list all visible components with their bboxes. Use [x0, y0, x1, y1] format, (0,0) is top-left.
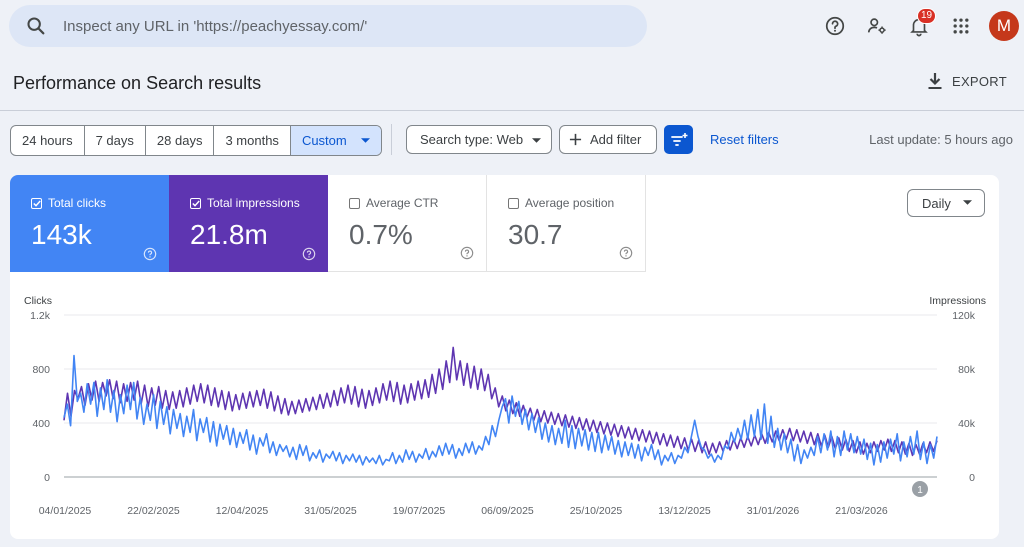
performance-chart: 0 0 400 40k 800 80k 1.2k 120k Clicks Impressions 0…	[24, 295, 986, 517]
header-divider	[0, 110, 1024, 111]
help-outline-icon[interactable]	[619, 246, 633, 260]
date-range-label: 28 days	[156, 133, 203, 148]
x-axis-tick-label: 31/01/2026	[747, 505, 800, 517]
notification-count-badge: 19	[917, 8, 937, 24]
account-avatar[interactable]: M	[989, 11, 1019, 41]
x-axis-tick-label: 13/12/2025	[658, 505, 711, 517]
metric-label: Average position	[525, 196, 615, 210]
date-range-7-days[interactable]: 7 days	[85, 126, 146, 155]
date-range-custom[interactable]: Custom	[290, 126, 381, 155]
x-axis-tick-label: 31/05/2025	[304, 505, 357, 517]
annotation-marker-label[interactable]: 1	[917, 485, 923, 496]
reset-filters-link[interactable]: Reset filters	[710, 132, 779, 147]
performance-card: Total clicks 143k Total impressions 21.8…	[10, 175, 999, 539]
filter-list-icon	[670, 132, 687, 146]
x-axis-tick-label: 21/03/2026	[835, 505, 888, 517]
right-axis-tick-label: 120k	[952, 310, 976, 322]
date-range-label: 3 months	[225, 133, 279, 148]
caret-down-icon	[360, 138, 370, 143]
export-label: EXPORT	[951, 73, 1007, 89]
metric-label-row: Average position	[508, 196, 614, 210]
series-line-clicks	[63, 354, 938, 466]
date-range-3-months[interactable]: 3 months	[214, 126, 291, 155]
right-axis-tick-label: 80k	[958, 364, 976, 376]
metric-value: 30.7	[508, 219, 563, 250]
help-outline-icon[interactable]	[302, 247, 316, 261]
metric-label-row: Total impressions	[190, 196, 300, 210]
caret-down-icon	[532, 138, 541, 143]
add-filter-button[interactable]: Add filter	[559, 125, 657, 154]
metric-total-impressions[interactable]: Total impressions 21.8m	[169, 175, 328, 272]
right-axis-tick-label: 0	[969, 472, 975, 484]
x-axis-tick-label: 06/09/2025	[481, 505, 534, 517]
plus-icon	[569, 133, 582, 146]
date-range-label: 7 days	[95, 133, 134, 148]
metric-average-position[interactable]: Average position 30.7	[487, 175, 646, 272]
metric-label: Total impressions	[207, 196, 300, 210]
search-bar[interactable]	[9, 5, 647, 47]
export-button[interactable]: EXPORT	[927, 72, 1007, 90]
right-axis-title: Impressions	[929, 295, 986, 307]
checkbox-checked-icon[interactable]	[31, 197, 42, 209]
header-actions: 19 M	[809, 8, 1019, 42]
metric-value: 0.7%	[349, 219, 413, 250]
date-range-28-days[interactable]: 28 days	[146, 126, 215, 155]
checkbox-unchecked-icon[interactable]	[349, 197, 360, 209]
search-type-label: Search type: Web	[420, 132, 524, 147]
last-update-text: Last update: 5 hours ago	[869, 132, 1013, 147]
help-outline-icon[interactable]	[143, 247, 157, 261]
metric-value: 21.8m	[190, 219, 268, 250]
x-axis-tick-label: 12/04/2025	[216, 505, 269, 517]
search-icon	[27, 17, 45, 35]
help-outline-icon[interactable]	[460, 246, 474, 260]
metric-label: Total clicks	[48, 196, 107, 210]
left-axis-tick-label: 1.2k	[30, 310, 51, 322]
annotation-marker	[912, 481, 928, 497]
x-axis-tick-label: 19/07/2025	[393, 505, 446, 517]
metric-label-row: Total clicks	[31, 196, 106, 210]
right-axis-tick-label: 40k	[958, 418, 976, 430]
date-range-24-hours[interactable]: 24 hours	[11, 126, 85, 155]
series-line-impressions	[63, 346, 938, 457]
left-axis-tick-label: 800	[32, 364, 50, 376]
metric-label: Average CTR	[366, 196, 439, 210]
x-axis-tick-label: 04/01/2025	[39, 505, 92, 517]
manage-users-icon[interactable]	[861, 10, 893, 42]
left-axis-tick-label: 0	[44, 472, 50, 484]
date-range-label: Custom	[301, 133, 347, 148]
date-range-label: 24 hours	[22, 133, 73, 148]
search-type-dropdown[interactable]: Search type: Web	[406, 125, 552, 154]
date-range-selector: 24 hours 7 days 28 days 3 months Custom	[10, 125, 382, 156]
granularity-dropdown[interactable]: Daily	[907, 189, 985, 217]
x-axis-tick-label: 22/02/2025	[127, 505, 180, 517]
help-icon[interactable]	[819, 10, 851, 42]
checkbox-unchecked-icon[interactable]	[508, 197, 519, 209]
notifications-icon[interactable]: 19	[903, 8, 937, 42]
granularity-label: Daily	[922, 195, 951, 211]
metric-total-clicks[interactable]: Total clicks 143k	[10, 175, 169, 272]
filter-divider	[391, 124, 392, 155]
download-icon	[928, 73, 942, 89]
metric-label-row: Average CTR	[349, 196, 438, 210]
caret-down-icon	[963, 200, 972, 205]
inspect-url-input[interactable]	[61, 16, 625, 36]
metric-average-ctr[interactable]: Average CTR 0.7%	[328, 175, 487, 272]
apps-grid-icon[interactable]	[945, 10, 977, 42]
page-title: Performance on Search results	[13, 73, 262, 93]
filter-settings-button[interactable]	[664, 125, 693, 154]
x-axis-tick-label: 25/10/2025	[570, 505, 623, 517]
checkbox-checked-icon[interactable]	[190, 197, 201, 209]
left-axis-title: Clicks	[24, 295, 52, 307]
left-axis-tick-label: 400	[32, 418, 50, 430]
metric-value: 143k	[31, 219, 92, 250]
add-filter-label: Add filter	[590, 132, 642, 147]
